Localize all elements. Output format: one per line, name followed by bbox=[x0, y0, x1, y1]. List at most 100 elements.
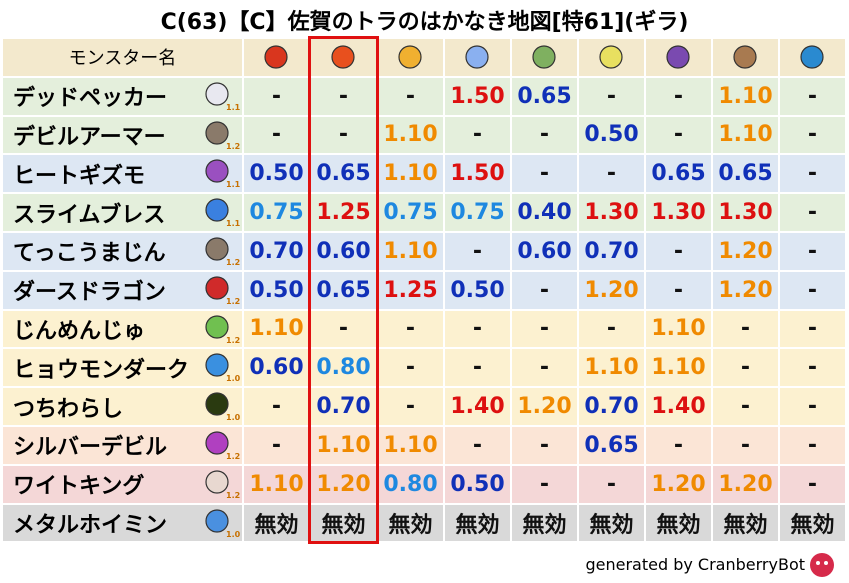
value-cell: - bbox=[779, 154, 846, 194]
value-cell: 1.10 bbox=[712, 76, 779, 116]
monster-icon bbox=[205, 120, 229, 145]
icon-shape bbox=[205, 237, 229, 261]
value-cell: 0.65 bbox=[310, 154, 377, 194]
icon-shape bbox=[205, 82, 229, 106]
value-cell: 0.75 bbox=[444, 193, 511, 232]
row-name: てっこうまじん bbox=[2, 232, 243, 271]
highlight-box bbox=[308, 36, 379, 545]
value-cell: 1.30 bbox=[645, 193, 712, 232]
value-cell: 0.70 bbox=[243, 232, 310, 271]
weight: 1.2 bbox=[226, 141, 241, 151]
value-cell: 無効 bbox=[578, 503, 645, 543]
value-cell: 1.10 bbox=[645, 309, 712, 349]
weight: 1.0 bbox=[226, 413, 241, 423]
value-cell: - bbox=[779, 270, 846, 310]
value-cell: 無効 bbox=[377, 503, 444, 543]
value-cell: 0.70 bbox=[578, 387, 645, 426]
value-cell: - bbox=[243, 387, 310, 426]
value-cell: 0.50 bbox=[444, 270, 511, 310]
value-cell: - bbox=[779, 193, 846, 232]
icon-shape bbox=[205, 392, 229, 416]
value-cell: - bbox=[444, 309, 511, 349]
value-cell: - bbox=[243, 426, 310, 465]
value-cell: 0.60 bbox=[511, 232, 578, 271]
value-cell: - bbox=[779, 464, 846, 504]
row-name: メタルホイミン bbox=[2, 503, 243, 543]
value-cell: 1.25 bbox=[310, 193, 377, 232]
value-cell: - bbox=[712, 426, 779, 465]
value-cell: - bbox=[645, 232, 712, 271]
value-cell: 無効 bbox=[444, 503, 511, 543]
icon-shape bbox=[205, 470, 229, 494]
value-cell: 0.65 bbox=[578, 426, 645, 465]
header-cell: モンスター名 bbox=[2, 38, 243, 77]
value-cell: 無効 bbox=[712, 503, 779, 543]
value-cell: - bbox=[511, 309, 578, 349]
row-name: ヒートギズモ bbox=[2, 154, 243, 194]
icon-shape bbox=[205, 120, 229, 145]
value-cell: - bbox=[310, 76, 377, 116]
weight: 1.2 bbox=[226, 490, 241, 500]
weight: 1.1 bbox=[226, 219, 241, 229]
row-name: シルバーデビル bbox=[2, 426, 243, 465]
value-cell: - bbox=[712, 348, 779, 388]
title: C(63)【C】佐賀のトラのはかなき地図[特61](ギラ) bbox=[160, 10, 689, 35]
value-cell: - bbox=[511, 270, 578, 310]
value-cell: 1.10 bbox=[377, 426, 444, 465]
element-icon bbox=[666, 45, 690, 69]
row-name: スライムブレス bbox=[2, 193, 243, 232]
row-name: ワイトキング bbox=[2, 464, 243, 504]
weight: 1.1 bbox=[226, 180, 241, 190]
row-name: デッドペッカー bbox=[2, 76, 243, 116]
value-cell: 1.20 bbox=[511, 387, 578, 426]
value-cell: - bbox=[377, 309, 444, 349]
value-cell: 0.75 bbox=[377, 193, 444, 232]
value-cell: - bbox=[779, 76, 846, 116]
value-cell: 1.10 bbox=[310, 426, 377, 465]
monster-icon bbox=[205, 431, 229, 455]
monster-icon bbox=[205, 82, 229, 106]
value-cell: - bbox=[712, 309, 779, 349]
monster-icon bbox=[205, 159, 229, 183]
monster-icon bbox=[205, 237, 229, 261]
row-name: ヒョウモンダーク bbox=[2, 348, 243, 388]
value-cell: - bbox=[444, 426, 511, 465]
icon-shape bbox=[599, 45, 623, 69]
value-cell: 1.20 bbox=[645, 464, 712, 504]
element-icon bbox=[264, 45, 288, 69]
value-cell: - bbox=[645, 426, 712, 465]
value-cell: 1.10 bbox=[243, 309, 310, 349]
weight: 1.2 bbox=[226, 258, 241, 267]
value-cell: 1.10 bbox=[377, 115, 444, 155]
value-cell: 1.30 bbox=[712, 193, 779, 232]
value-cell: 1.50 bbox=[444, 76, 511, 116]
value-cell: - bbox=[444, 232, 511, 271]
value-cell: - bbox=[645, 115, 712, 155]
element-icon bbox=[733, 45, 757, 69]
element-icon bbox=[800, 45, 824, 69]
value-cell: 0.50 bbox=[578, 115, 645, 155]
value-cell: 1.20 bbox=[712, 270, 779, 310]
value-cell: 無効 bbox=[511, 503, 578, 543]
row-name: ダースドラゴン bbox=[2, 270, 243, 310]
value-cell: - bbox=[444, 348, 511, 388]
value-cell: 0.80 bbox=[377, 464, 444, 504]
value-cell: 1.10 bbox=[377, 154, 444, 194]
value-cell: - bbox=[377, 348, 444, 388]
icon-shape bbox=[264, 45, 288, 69]
value-cell: 1.10 bbox=[578, 348, 645, 388]
icon-shape bbox=[733, 45, 757, 69]
value-cell: 無効 bbox=[645, 503, 712, 543]
value-cell: 1.10 bbox=[243, 464, 310, 504]
icon-shape bbox=[465, 45, 489, 69]
value-cell: 1.25 bbox=[377, 270, 444, 310]
value-cell: 0.60 bbox=[310, 232, 377, 271]
value-cell: - bbox=[578, 154, 645, 194]
value-cell: 0.60 bbox=[243, 348, 310, 388]
value-cell: - bbox=[243, 76, 310, 116]
value-cell: 0.65 bbox=[645, 154, 712, 194]
value-cell: 1.20 bbox=[712, 464, 779, 504]
monster-icon bbox=[205, 508, 229, 533]
value-cell: - bbox=[511, 464, 578, 504]
